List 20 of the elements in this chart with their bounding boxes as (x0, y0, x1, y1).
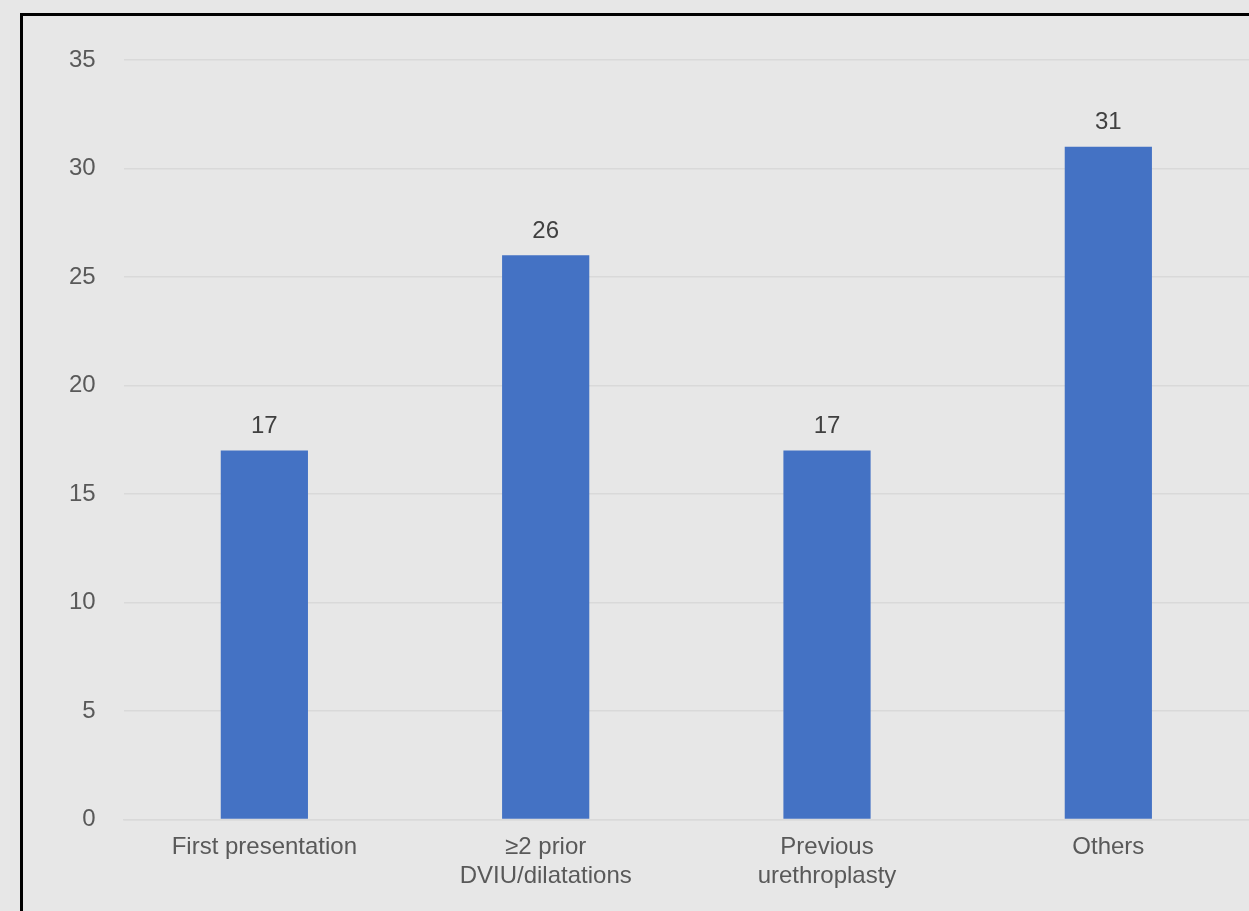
y-tick-label: 15 (68, 478, 96, 506)
y-tick-label: 20 (68, 370, 96, 398)
bar (220, 450, 308, 819)
x-tick-label: Previous urethroplasty (757, 832, 897, 889)
bar (1064, 146, 1152, 819)
data-label: 17 (813, 411, 841, 439)
y-tick-label: 25 (68, 261, 96, 289)
x-tick-label: ≥2 prior DVIU/dilatations (459, 832, 632, 889)
bar (783, 450, 871, 819)
data-label: 31 (1094, 107, 1122, 135)
y-tick-label: 0 (82, 804, 96, 832)
y-tick-label: 5 (82, 695, 96, 723)
y-tick-label: 35 (68, 44, 96, 72)
data-label: 17 (251, 411, 278, 439)
y-tick-label: 30 (68, 153, 96, 181)
x-tick-label: Others (1072, 832, 1145, 860)
x-tick-label: First presentation (171, 832, 358, 860)
bar (502, 255, 590, 819)
data-label: 26 (532, 215, 560, 243)
y-tick-label: 10 (68, 587, 96, 615)
